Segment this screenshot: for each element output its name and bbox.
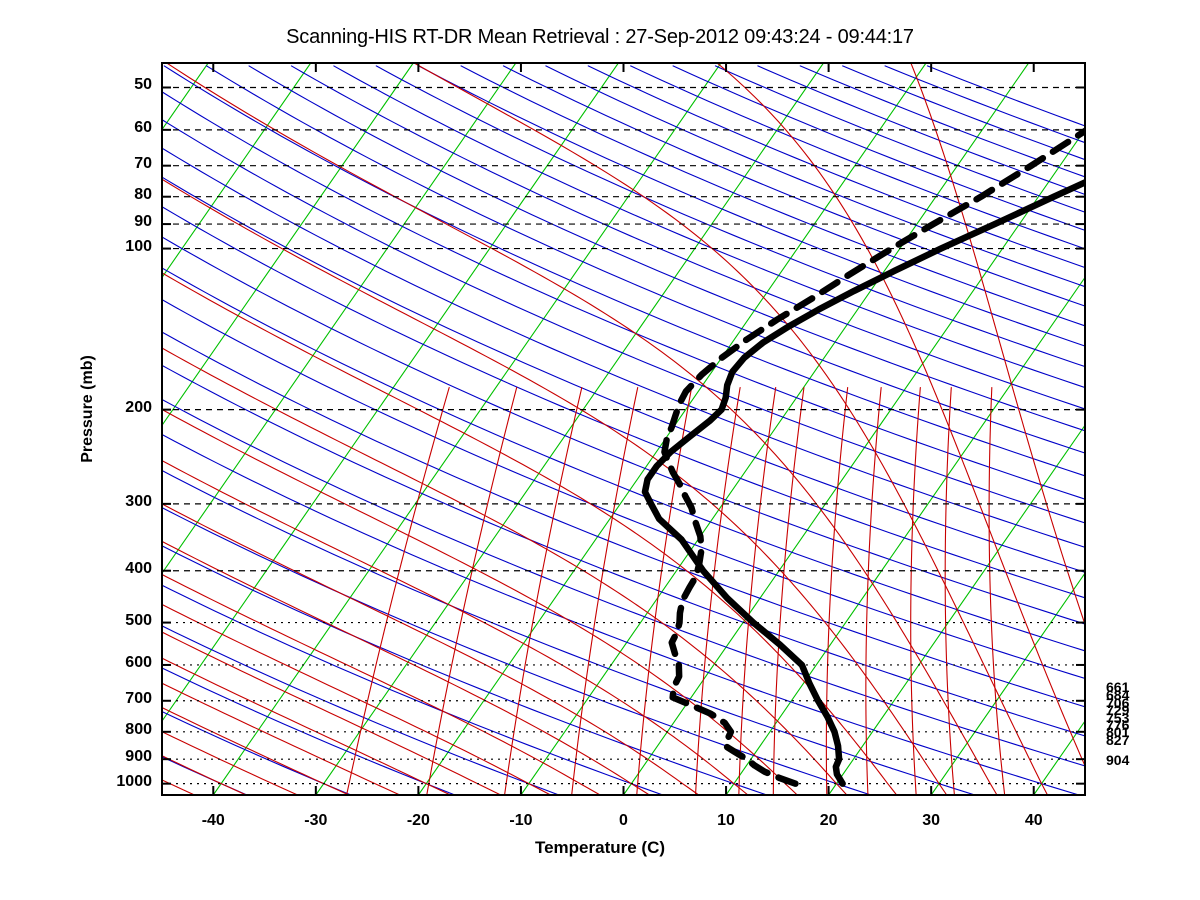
right-pressure-annotation: 661 — [1106, 679, 1130, 696]
y-axis-tick-label: 80 — [134, 185, 152, 203]
y-axis-tick-label: 800 — [125, 720, 152, 738]
x-axis-tick-label: 40 — [1024, 812, 1043, 829]
y-axis-tick-label: 50 — [134, 76, 152, 94]
y-axis-tick-label: 60 — [134, 118, 152, 136]
right-pressure-annotation: 776 — [1106, 716, 1130, 733]
right-pressure-annotation: 801 — [1106, 724, 1130, 741]
x-axis-tick-label: 0 — [619, 812, 628, 829]
chart-title: Scanning-HIS RT-DR Mean Retrieval : 27-S… — [286, 26, 914, 48]
x-axis-tick-label: 10 — [717, 812, 735, 829]
right-pressure-annotation: 827 — [1106, 731, 1130, 748]
x-axis-tick-label: 20 — [819, 812, 838, 829]
right-pressure-annotation: 729 — [1106, 702, 1130, 719]
right-pressure-annotation: 684 — [1106, 687, 1130, 704]
y-axis-tick-label: 500 — [125, 611, 152, 629]
right-pressure-annotation: 904 — [1106, 752, 1130, 769]
y-axis-tick-label: 300 — [125, 492, 152, 510]
right-pressure-annotation: 706 — [1106, 694, 1130, 711]
y-axis-tick-label: 200 — [125, 398, 152, 416]
x-axis-tick-label: -20 — [406, 812, 430, 829]
y-axis-tick-label: 70 — [134, 154, 152, 172]
y-axis-tick-label: 400 — [125, 559, 152, 577]
y-axis-tick-label: 100 — [125, 237, 152, 255]
x-axis-tick-label: -10 — [509, 812, 533, 829]
y-axis-tick-label: 1000 — [116, 772, 152, 790]
y-axis-tick-label: 900 — [125, 748, 152, 766]
y-axis-tick-label: 600 — [125, 653, 152, 671]
y-axis-tick-label: 90 — [134, 213, 152, 231]
x-axis-label: Temperature (C) — [534, 838, 666, 857]
y-axis-tick-label: 700 — [125, 689, 152, 707]
x-axis-tick-label: 30 — [922, 812, 941, 829]
x-axis-tick-label: -30 — [304, 812, 328, 829]
x-axis-tick-label: -40 — [201, 812, 225, 829]
right-pressure-annotation: 753 — [1106, 709, 1130, 726]
